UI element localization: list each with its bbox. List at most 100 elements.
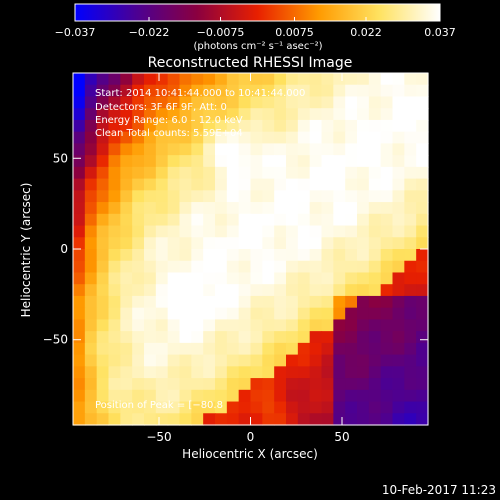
heatmap-cell <box>274 295 287 309</box>
heatmap-cell <box>309 307 323 320</box>
heatmap-cell <box>380 213 394 227</box>
heatmap-cell <box>203 319 216 332</box>
heatmap-cell <box>238 366 252 379</box>
heatmap-cell <box>203 119 216 133</box>
heatmap-cell <box>167 272 181 285</box>
heatmap-cell <box>416 190 429 203</box>
heatmap-cell <box>309 131 323 144</box>
heatmap-cell <box>357 108 370 121</box>
heatmap-cell <box>404 272 417 285</box>
heatmap-cell <box>96 342 110 356</box>
heatmap-cell <box>215 295 228 309</box>
heatmap-cell <box>203 413 216 426</box>
heatmap-cell <box>380 272 394 285</box>
heatmap-cell <box>120 249 133 262</box>
heatmap-cell <box>238 119 252 133</box>
heatmap-cell <box>144 190 157 203</box>
heatmap-cell <box>226 272 240 285</box>
heatmap-cell <box>108 307 121 320</box>
heatmap-cell <box>144 96 157 109</box>
heatmap-cell <box>120 401 133 414</box>
heatmap-cell <box>392 190 405 203</box>
heatmap-cell <box>357 96 370 109</box>
heatmap-cell <box>416 119 429 133</box>
heatmap-cell <box>333 354 346 367</box>
heatmap-cell <box>262 96 275 109</box>
heatmap-cell <box>380 119 394 133</box>
heatmap-cell <box>404 284 417 297</box>
heatmap-cell <box>345 166 358 180</box>
heatmap-cell <box>144 354 157 367</box>
heatmap-cell <box>84 307 98 320</box>
heatmap-cell <box>73 225 86 238</box>
heatmap-cell <box>144 202 157 215</box>
heatmap-cell <box>120 84 133 98</box>
heatmap-cell <box>416 237 429 250</box>
heatmap-cell <box>155 108 169 121</box>
heatmap-cell <box>274 73 287 86</box>
heatmap-cell <box>416 284 429 297</box>
heatmap-cell <box>132 260 145 274</box>
heatmap-cell <box>368 295 382 309</box>
heatmap-cell <box>108 108 121 121</box>
heatmap-cell <box>155 143 169 156</box>
heatmap-cell <box>321 96 334 109</box>
heatmap-cell <box>132 249 145 262</box>
heatmap-cell <box>262 354 275 367</box>
heatmap-cell <box>73 401 86 414</box>
heatmap-cell <box>238 202 252 215</box>
heatmap-cell <box>84 131 98 144</box>
heatmap-cell <box>297 155 311 168</box>
heatmap-cell <box>368 260 382 274</box>
heatmap-cell <box>416 272 429 285</box>
heatmap-cell <box>404 237 417 250</box>
heatmap-cell <box>120 108 133 121</box>
heatmap-cell <box>215 202 228 215</box>
heatmap-cell <box>179 331 192 344</box>
heatmap-cell <box>84 342 98 356</box>
heatmap-cell <box>416 307 429 320</box>
heatmap-cell <box>297 213 311 227</box>
heatmap-cell <box>238 354 252 367</box>
heatmap-cell <box>262 190 275 203</box>
heatmap-cell <box>309 378 323 391</box>
heatmap-cell <box>262 213 275 227</box>
heatmap-cell <box>238 413 252 426</box>
heatmap-cell <box>309 295 323 309</box>
heatmap-cell <box>132 284 145 297</box>
heatmap-cell <box>203 84 216 98</box>
heatmap-cell <box>226 260 240 274</box>
heatmap-cell <box>416 108 429 121</box>
heatmap-cell <box>203 155 216 168</box>
heatmap-cell <box>250 155 263 168</box>
heatmap-cell <box>238 213 252 227</box>
heatmap-cell <box>274 178 287 191</box>
heatmap-cell <box>215 331 228 344</box>
heatmap-cell <box>286 284 299 297</box>
heatmap-cell <box>84 260 98 274</box>
heatmap-cell <box>321 331 334 344</box>
heatmap-cell <box>416 249 429 262</box>
heatmap-cell <box>404 225 417 238</box>
heatmap-cell <box>286 237 299 250</box>
heatmap-cell <box>191 272 204 285</box>
heatmap-cell <box>380 307 394 320</box>
heatmap-cell <box>191 213 204 227</box>
colorbar-tick-label: 0.0075 <box>275 26 314 39</box>
heatmap-cell <box>297 272 311 285</box>
heatmap-cell <box>333 260 346 274</box>
heatmap-cell <box>73 237 86 250</box>
heatmap-cell <box>96 190 110 203</box>
heatmap-cell <box>250 190 263 203</box>
heatmap-cell <box>404 319 417 332</box>
heatmap-cell <box>215 366 228 379</box>
heatmap-cell <box>191 366 204 379</box>
heatmap-cell <box>179 354 192 367</box>
heatmap-cell <box>345 237 358 250</box>
heatmap-cell <box>155 272 169 285</box>
heatmap-cell <box>274 213 287 227</box>
heatmap-cell <box>73 342 86 356</box>
heatmap-cell <box>155 307 169 320</box>
heatmap-cell <box>250 213 263 227</box>
heatmap-cell <box>262 166 275 180</box>
